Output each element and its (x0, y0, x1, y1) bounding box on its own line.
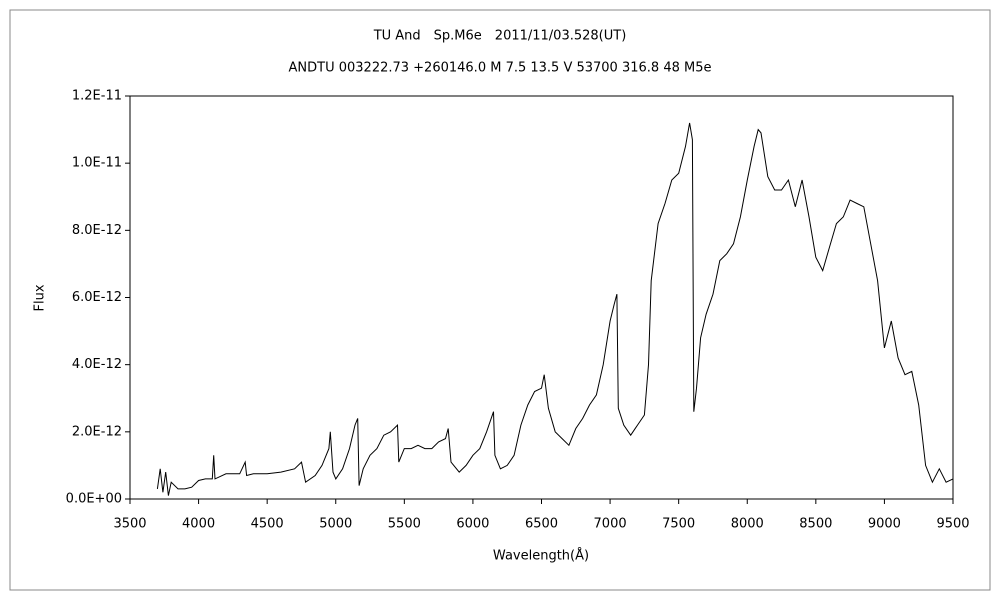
y-tick-label: 6.0E-12 (72, 290, 122, 305)
x-tick-label: 7500 (662, 517, 695, 532)
y-tick-label: 0.0E+00 (66, 492, 122, 507)
x-tick-label: 9500 (936, 517, 969, 532)
chart-title: TU And Sp.M6e 2011/11/03.528(UT) (373, 29, 627, 44)
x-tick-label: 6000 (456, 517, 489, 532)
x-tick-label: 6500 (525, 517, 558, 532)
x-tick-label: 3500 (113, 517, 146, 532)
x-tick-label: 8000 (731, 517, 764, 532)
y-tick-label: 2.0E-12 (72, 424, 122, 439)
y-tick-label: 4.0E-12 (72, 357, 122, 372)
x-tick-label: 4500 (251, 517, 284, 532)
x-tick-label: 9000 (868, 517, 901, 532)
y-tick-label: 8.0E-12 (72, 223, 122, 238)
x-axis-label: Wavelength(Å) (493, 548, 589, 564)
spectrum-line (156, 122, 954, 496)
chart-frame (9, 9, 991, 591)
y-axis-label: Flux (33, 284, 48, 311)
x-tick-label: 5500 (388, 517, 421, 532)
x-tick-label: 7000 (594, 517, 627, 532)
x-tick-label: 4000 (182, 517, 215, 532)
y-tick-label: 1.2E-11 (72, 89, 122, 104)
chart-subtitle: ANDTU 003222.73 +260146.0 M 7.5 13.5 V 5… (289, 61, 712, 76)
y-tick-label: 1.0E-11 (72, 156, 122, 171)
x-tick-label: 5000 (319, 517, 352, 532)
x-tick-label: 8500 (799, 517, 832, 532)
